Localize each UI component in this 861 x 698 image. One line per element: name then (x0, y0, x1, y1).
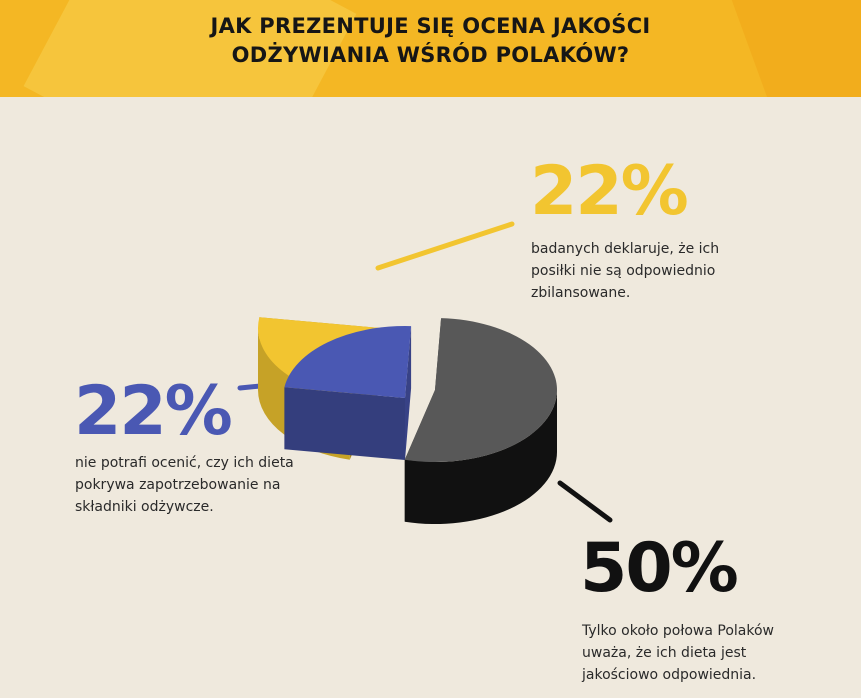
slice-blue-cut (405, 326, 412, 460)
desc-line: uważa, że ich dieta jest (582, 645, 747, 661)
desc-line: składniki odżywcze. (75, 499, 214, 515)
yellow-slice-percent: 22% (530, 152, 689, 231)
desc-line: zbilansowane. (531, 285, 631, 301)
desc-line: jakościowo odpowiednia. (582, 667, 757, 683)
slice-dark-top (404, 318, 558, 463)
black-slice-description: Tylko około połowa Polaków uważa, że ich… (582, 620, 812, 686)
desc-line: nie potrafi ocenić, czy ich dieta (75, 455, 294, 471)
black-slice-percent: 50% (580, 529, 739, 608)
page-title: JAK PREZENTUJE SIĘ OCENA JAKOŚCI ODŻYWIA… (0, 12, 861, 70)
slice-blue-cut (284, 387, 405, 460)
desc-line: pokrywa zapotrzebowanie na (75, 477, 281, 493)
black-leader-line (557, 480, 613, 523)
slice-dark-side (404, 390, 557, 524)
desc-line: badanych deklaruje, że ich (531, 241, 720, 257)
desc-line: Tylko około połowa Polaków (582, 623, 774, 639)
header-banner (0, 0, 861, 97)
yellow-leader-line (375, 221, 515, 271)
desc-line: posiłki nie są odpowiednio (531, 263, 716, 279)
title-line-2: ODŻYWIANIA WŚRÓD POLAKÓW? (231, 43, 630, 67)
blue-slice-description: nie potrafi ocenić, czy ich dieta pokryw… (75, 452, 315, 518)
title-line-1: JAK PREZENTUJE SIĘ OCENA JAKOŚCI (210, 14, 651, 38)
blue-slice-percent: 22% (74, 372, 233, 451)
yellow-slice-description: badanych deklaruje, że ich posiłki nie s… (531, 238, 756, 304)
slice-blue-top (284, 326, 412, 398)
